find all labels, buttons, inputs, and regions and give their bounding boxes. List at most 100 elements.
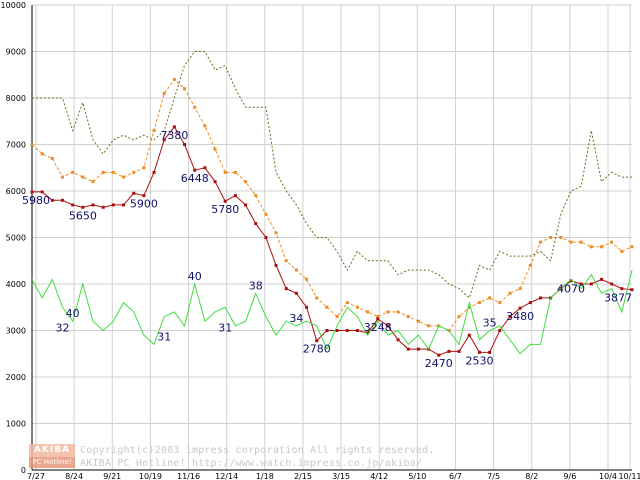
series-median-point-28 [315,339,319,343]
series-avg-point-56 [599,245,603,249]
series-avg-point-44 [477,301,481,305]
akiba-logo: AKIBA PC Hotline! [29,444,75,468]
series-avg-point-4 [71,170,75,174]
x-tick-label-1: 8/24 [65,472,83,480]
series-avg-point-25 [284,259,288,263]
series-avg-point-38 [416,319,420,323]
data-label-median-3: 7380 [160,129,188,142]
series-avg-point-30 [335,315,339,319]
series-avg-point-28 [315,296,319,300]
series-median-point-59 [630,288,634,292]
series-median-point-20 [233,194,237,198]
series-avg-point-1 [40,152,44,156]
series-avg-point-16 [193,105,197,109]
y-tick-label-10000: 10000 [1,1,26,10]
series-avg-point-58 [620,249,624,253]
series-median-point-6 [91,203,95,207]
y-tick-label-1000: 1000 [6,420,26,429]
series-median-point-54 [579,282,583,286]
series-max-line [32,51,632,299]
x-tick-label-12: 7/5 [487,472,500,480]
series-median-point-25 [284,287,288,291]
series-median-point-56 [599,277,603,281]
series-median-point-57 [610,282,614,286]
x-tick-label-7: 2/15 [294,472,312,480]
series-median-point-21 [244,203,248,207]
y-tick-label-2000: 2000 [6,373,26,382]
series-avg-point-36 [396,310,400,314]
series-avg-point-59 [630,245,634,249]
series-avg-point-18 [213,147,217,151]
data-label-median-9: 2530 [465,354,493,367]
series-median-point-19 [223,199,227,203]
x-tick-label-16: 10/11 [618,472,640,480]
series-avg-point-42 [457,315,461,319]
series-min-line [31,269,633,355]
x-tick-label-15: 10/4 [599,472,617,480]
series-median-point-0 [30,190,34,194]
x-tick-label-2: 9/21 [103,472,121,480]
series-median-point-4 [71,203,75,207]
series-median-point-55 [589,282,593,286]
series-avg-point-39 [427,324,431,328]
data-labels: 5980 5650 5900 7380 6448 5780 2780 3248 2470 2530… [22,129,632,370]
series-median-line [32,125,633,356]
series-avg-point-52 [559,236,563,239]
x-tick-label-3: 10/19 [139,472,162,480]
series-lines [30,51,634,357]
series-avg-point-6 [91,180,95,184]
series-median-point-32 [355,329,359,332]
series-median-point-14 [172,125,176,129]
x-tick-label-9: 4/12 [370,472,388,480]
x-tick-label-0: 7/27 [27,472,45,480]
y-tick-label-9000: 9000 [6,48,26,57]
data-label-median-1: 5650 [69,209,97,222]
series-median-point-18 [213,180,217,184]
series-avg-point-47 [508,291,512,295]
series-median-point-17 [203,166,207,170]
x-tick-label-6: 1/18 [256,472,274,480]
series-avg-point-34 [376,315,380,319]
series-avg-point-37 [406,315,410,319]
series-avg-point-46 [498,301,502,305]
series-median-point-34 [376,317,380,321]
series-avg-point-48 [518,287,522,291]
x-tick-label-13: 8/2 [525,472,538,480]
series-median-point-12 [152,170,156,174]
series-avg-point-11 [142,166,146,170]
data-label-median-7: 3248 [364,321,392,334]
series-median-point-42 [457,349,461,353]
series-avg-point-19 [223,170,227,174]
series-median-point-30 [335,329,339,332]
series-avg-point-54 [579,240,583,244]
series-avg-point-27 [305,277,309,281]
series-avg-point-33 [366,310,370,314]
x-tick-label-14: 9/6 [563,472,576,480]
data-label-median-12: 3877 [604,292,632,305]
series-avg-point-32 [355,305,359,309]
series-avg-point-17 [203,124,207,128]
akiba-logo-text: AKIBA [33,445,71,455]
data-label-median-5: 5780 [211,203,239,216]
series-avg-point-55 [589,245,593,249]
data-label-min-20: 35 [483,317,497,330]
data-label-median-0: 5980 [22,194,50,207]
data-label-min-15: 31 [157,331,171,344]
series-median-point-24 [274,263,278,267]
y-tick-label-6000: 6000 [6,187,26,196]
series-median-point-1 [40,190,44,194]
data-label-min-18: 38 [249,279,263,292]
series-median-point-26 [294,291,298,295]
series-median-point-36 [396,338,400,342]
y-tick-label-4000: 4000 [6,280,26,289]
series-median-point-46 [498,329,502,332]
series-median-point-48 [518,306,522,310]
series-avg-point-51 [549,236,553,239]
series-median-point-3 [61,198,65,202]
series-avg-point-35 [386,310,390,314]
series-avg-point-13 [162,91,166,95]
series-median-point-5 [81,205,85,209]
data-label-min-13: 40 [66,307,80,320]
